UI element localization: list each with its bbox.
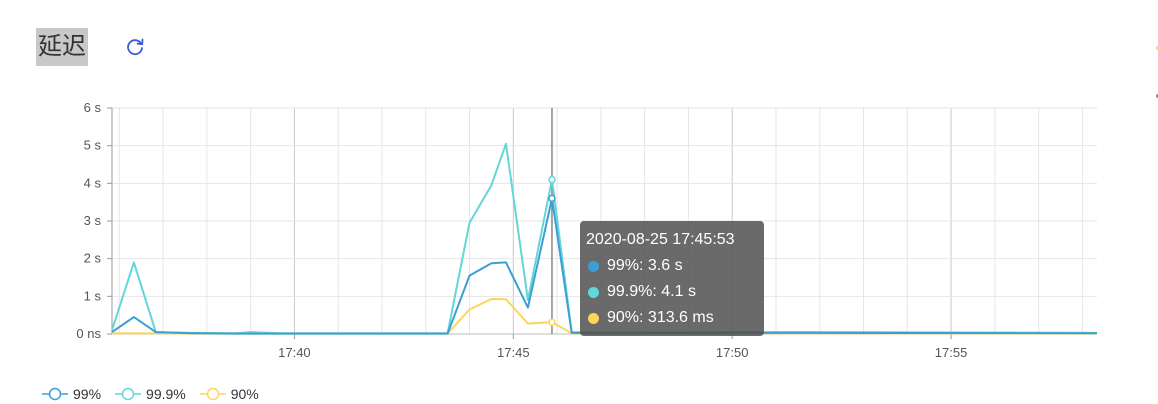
hover-point-99.9%	[548, 175, 556, 184]
x-tick-label: 17:45	[497, 345, 530, 360]
tooltip-row-999: 99.9%: 4.1 s	[586, 279, 764, 305]
x-tick-label: 17:40	[278, 345, 311, 360]
chart-title: 延迟	[36, 28, 88, 66]
tooltip-dot-99	[588, 260, 599, 272]
y-tick-label: 3 s	[84, 213, 102, 228]
tooltip-time: 2020-08-25 17:45:53	[586, 231, 735, 248]
tooltip-value-999: 99.9%: 4.1 s	[607, 283, 696, 300]
y-tick-label: 5 s	[84, 138, 102, 153]
chart-legend: 99% 99.9% 90%	[42, 384, 273, 404]
tooltip-value-90: 90%: 313.6 ms	[607, 309, 714, 326]
legend-item-99[interactable]: 99%	[42, 386, 101, 402]
hover-point-90%	[548, 318, 556, 326]
tooltip-row-90: 90%: 313.6 ms	[586, 305, 764, 331]
tooltip-value-99: 99%: 3.6 s	[607, 257, 683, 274]
legend-marker-99	[42, 387, 68, 401]
y-tick-label: 6 s	[84, 100, 102, 115]
y-tick-label: 1 s	[84, 288, 102, 303]
hover-point-99%	[548, 194, 556, 203]
refresh-icon[interactable]	[124, 36, 146, 58]
edge-mark	[1156, 94, 1158, 98]
y-tick-label: 4 s	[84, 175, 102, 190]
legend-item-90[interactable]: 90%	[199, 386, 259, 402]
legend-label-90: 90%	[230, 386, 259, 402]
tooltip-dot-90	[588, 312, 599, 324]
legend-label-999: 99.9%	[146, 386, 186, 402]
tooltip-row-99: 99%: 3.6 s	[586, 253, 764, 279]
legend-marker-999	[115, 387, 142, 401]
x-tick-label: 17:55	[935, 345, 968, 360]
legend-marker-90	[199, 387, 226, 401]
tooltip-dot-999	[588, 286, 599, 298]
x-tick-label: 17:50	[716, 345, 749, 360]
y-tick-label: 0 ns	[76, 326, 101, 341]
latency-line-chart: 0 ns 1 s 2 s 3 s 4 s 5 s 6 s 17:40 17:45 17:50 17:…	[76, 100, 1098, 360]
chart-tooltip: 2020-08-25 17:45:53 99%: 3.6 s 99.9%: 4.…	[580, 221, 764, 336]
legend-label-99: 99%	[73, 386, 102, 402]
legend-item-999[interactable]: 99.9%	[115, 386, 186, 402]
y-tick-label: 2 s	[84, 251, 102, 266]
edge-mark	[1156, 46, 1158, 50]
